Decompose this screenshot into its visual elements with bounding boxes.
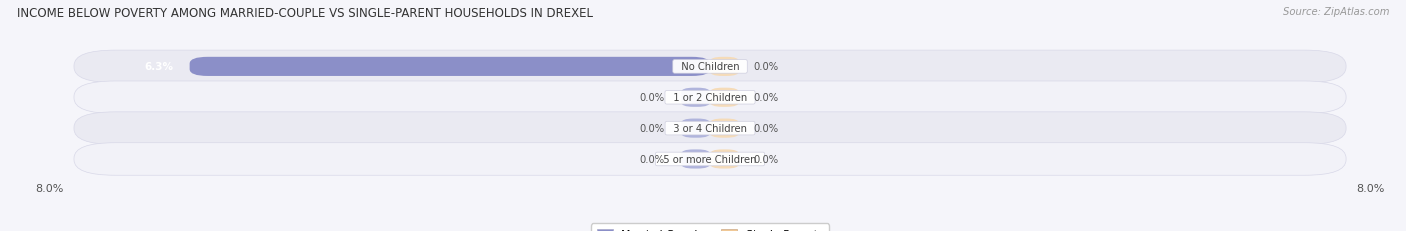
FancyBboxPatch shape — [681, 150, 710, 169]
Text: 5 or more Children: 5 or more Children — [657, 154, 763, 164]
Text: INCOME BELOW POVERTY AMONG MARRIED-COUPLE VS SINGLE-PARENT HOUSEHOLDS IN DREXEL: INCOME BELOW POVERTY AMONG MARRIED-COUPL… — [17, 7, 593, 20]
FancyBboxPatch shape — [75, 112, 1346, 145]
Text: 1 or 2 Children: 1 or 2 Children — [666, 93, 754, 103]
FancyBboxPatch shape — [681, 119, 710, 138]
FancyBboxPatch shape — [75, 51, 1346, 83]
Text: 0.0%: 0.0% — [640, 124, 665, 134]
FancyBboxPatch shape — [190, 58, 710, 77]
Text: 0.0%: 0.0% — [754, 93, 779, 103]
Text: 0.0%: 0.0% — [754, 124, 779, 134]
FancyBboxPatch shape — [75, 143, 1346, 176]
FancyBboxPatch shape — [681, 88, 710, 107]
Text: 3 or 4 Children: 3 or 4 Children — [666, 124, 754, 134]
Text: 0.0%: 0.0% — [754, 62, 779, 72]
FancyBboxPatch shape — [75, 82, 1346, 114]
FancyBboxPatch shape — [710, 58, 740, 77]
Legend: Married Couples, Single Parents: Married Couples, Single Parents — [591, 223, 830, 231]
Text: 0.0%: 0.0% — [754, 154, 779, 164]
FancyBboxPatch shape — [710, 150, 740, 169]
Text: 0.0%: 0.0% — [640, 154, 665, 164]
FancyBboxPatch shape — [710, 88, 740, 107]
Text: 6.3%: 6.3% — [143, 62, 173, 72]
Text: Source: ZipAtlas.com: Source: ZipAtlas.com — [1282, 7, 1389, 17]
FancyBboxPatch shape — [710, 119, 740, 138]
Text: 0.0%: 0.0% — [640, 93, 665, 103]
Text: No Children: No Children — [675, 62, 745, 72]
